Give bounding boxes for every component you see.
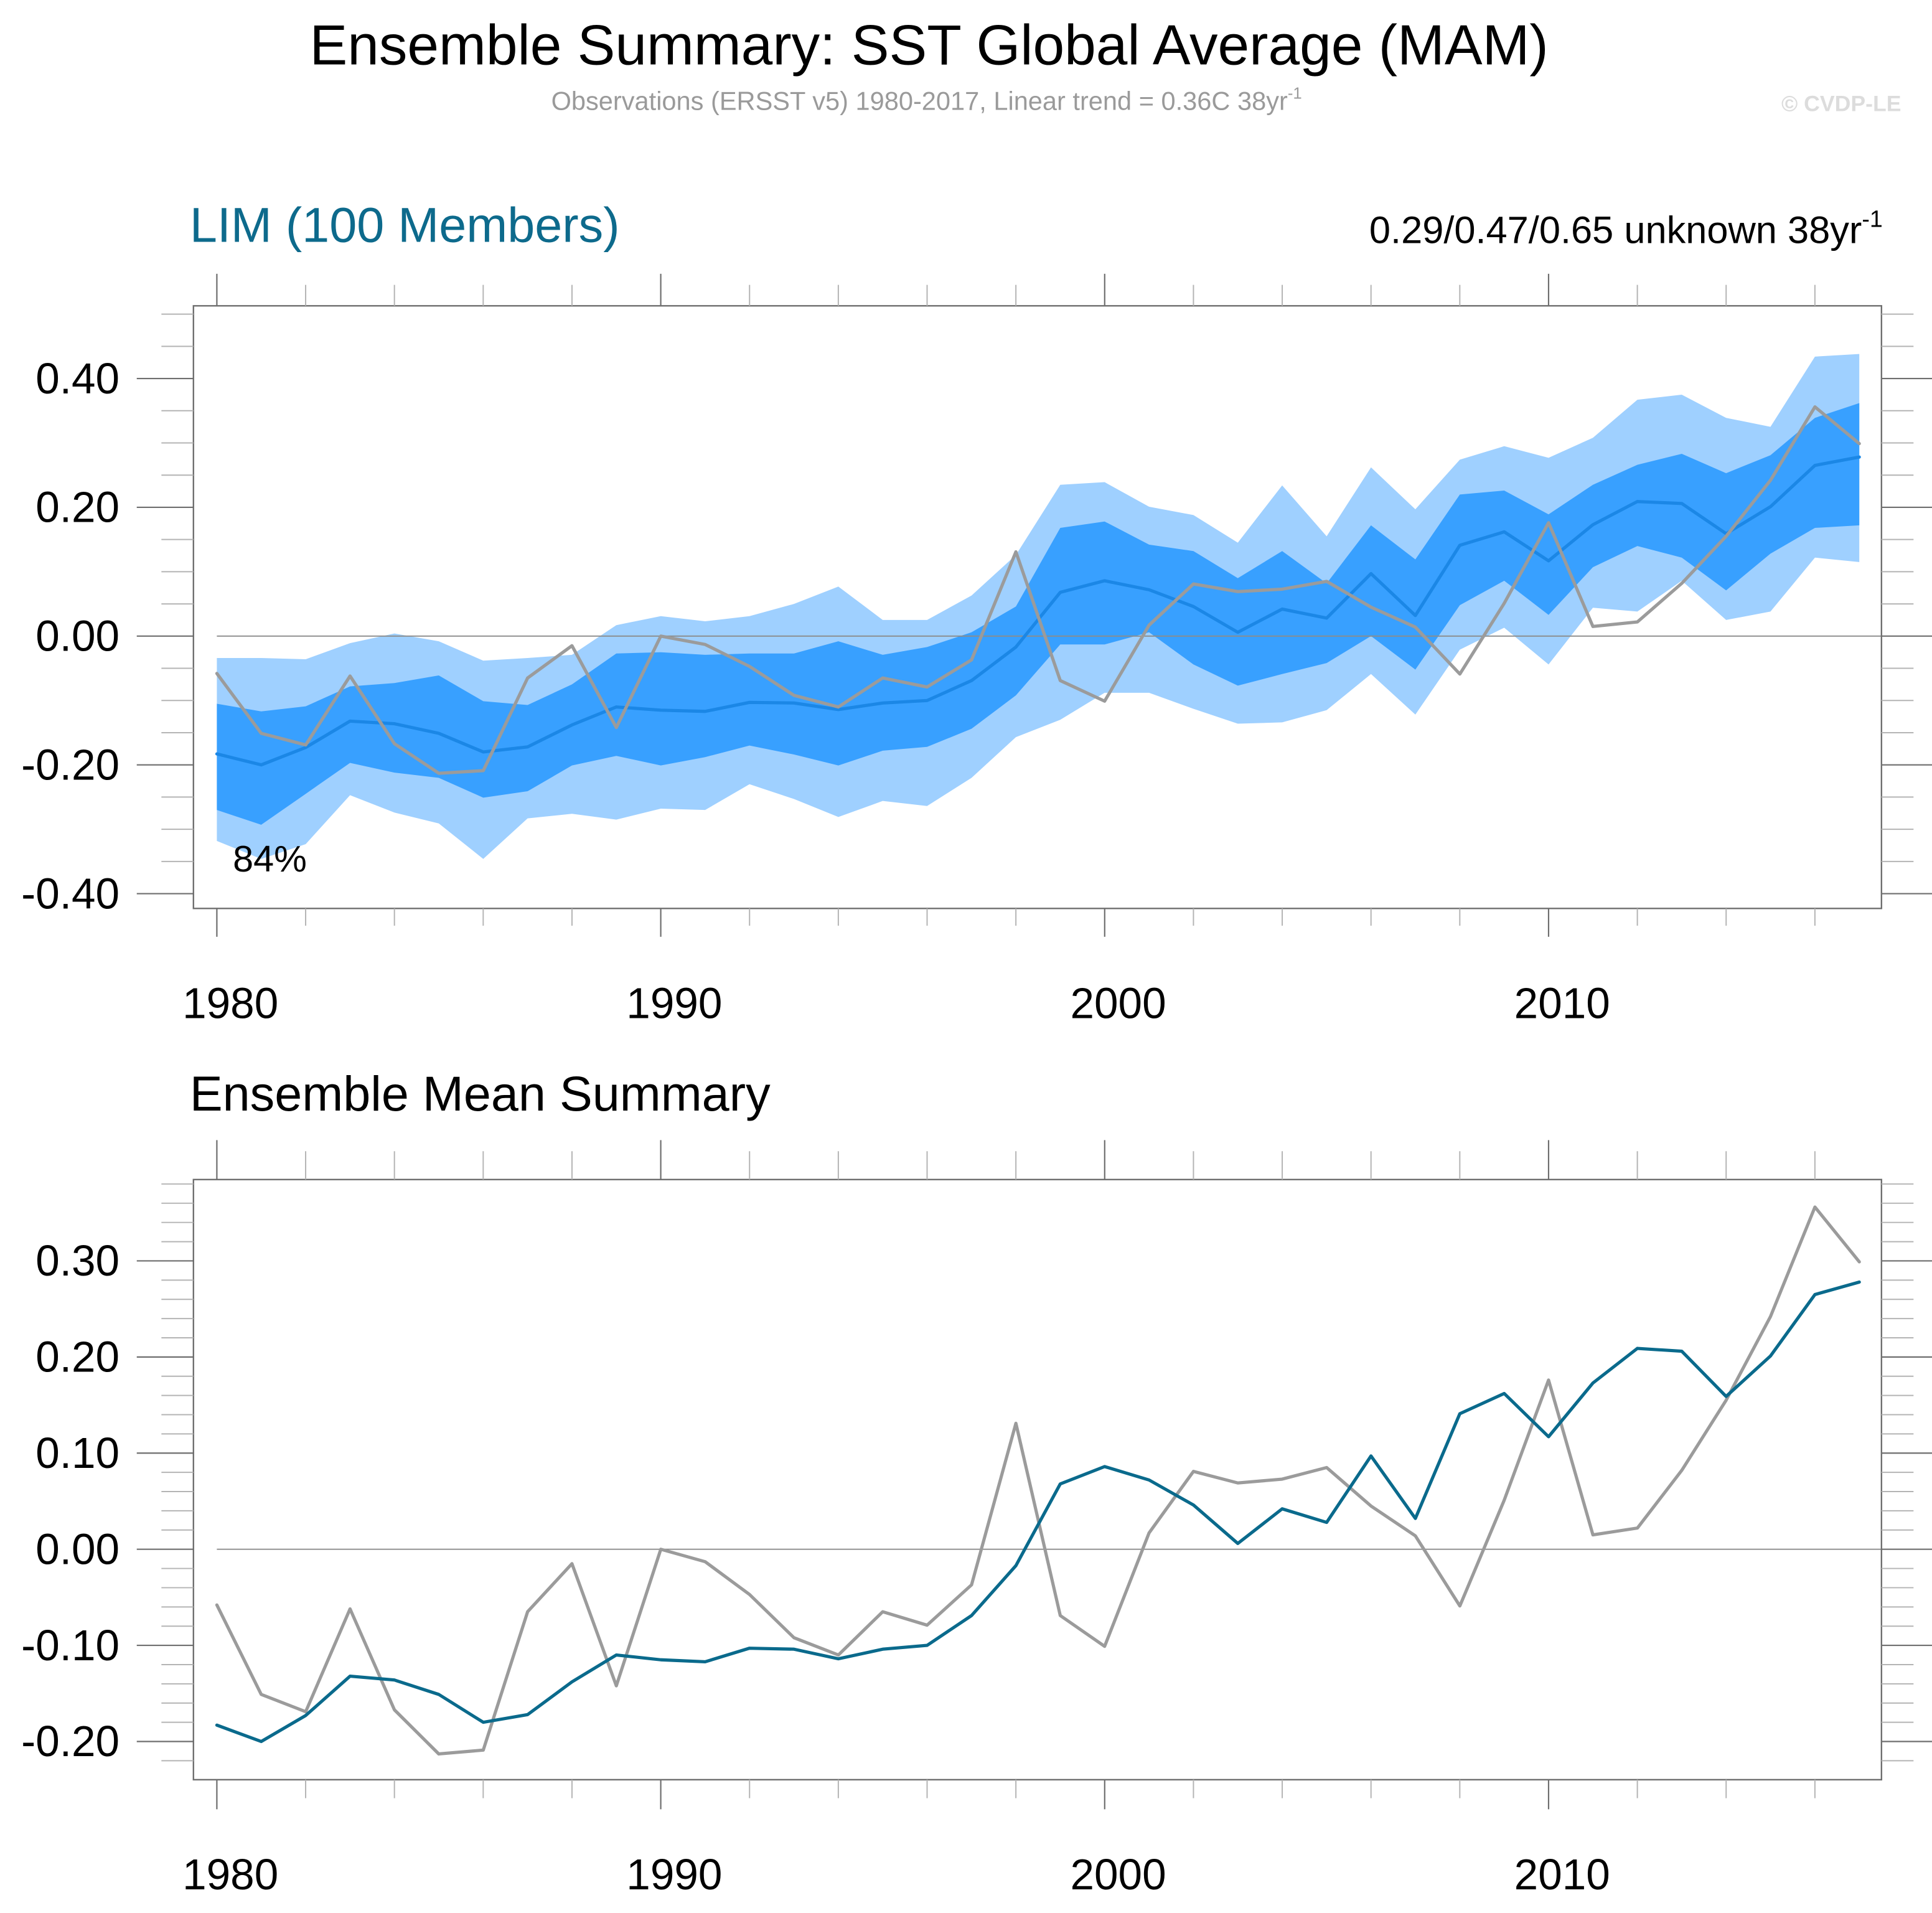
y-tick-label: 0.20 <box>35 483 120 532</box>
observations-line <box>215 1205 1861 1756</box>
bottom-plot-area: -0.20 -0.10 0.00 0.10 0.20 0.30 1980 1990 2000 20… <box>21 1140 1932 1899</box>
y-tick-label: -0.10 <box>21 1621 120 1670</box>
trend-statistics: 0.29/0.47/0.65 unknown 38yr-1 <box>1369 206 1883 252</box>
subtitle-superscript: -1 <box>1288 85 1302 103</box>
panel-title-ensemble-mean: Ensemble Mean Summary <box>190 1066 771 1121</box>
x-tick-label: 1990 <box>626 1850 722 1899</box>
figure-title: Ensemble Summary: SST Global Average (MA… <box>309 14 1548 77</box>
y-tick-label: 0.40 <box>35 354 120 403</box>
plot-frame <box>192 305 1883 909</box>
ensemble-mean-line <box>215 1280 1861 1744</box>
percent-annotation: 84% <box>233 838 307 880</box>
y-tick-label: 0.30 <box>35 1236 120 1285</box>
trend-statistics-superscript: -1 <box>1862 206 1882 232</box>
trend-statistics-text: 0.29/0.47/0.65 unknown 38yr <box>1369 209 1862 251</box>
ensemble-summary-panel: LIM (100 Members) 0.29/0.47/0.65 unknown… <box>21 197 1932 1027</box>
x-tick-label: 1980 <box>182 1850 278 1899</box>
subtitle-text: Observations (ERSST v5) 1980-2017, Linea… <box>551 87 1288 116</box>
x-tick-label: 2000 <box>1071 1850 1166 1899</box>
x-tick-label: 2000 <box>1071 979 1166 1027</box>
figure-subtitle: Observations (ERSST v5) 1980-2017, Linea… <box>551 85 1302 116</box>
x-tick-label: 2010 <box>1514 979 1610 1027</box>
x-tick-label: 2010 <box>1514 1850 1610 1899</box>
y-tick-label: 0.00 <box>35 612 120 660</box>
copyright-label: © CVDP-LE <box>1781 92 1902 116</box>
ensemble-mean-panel: Ensemble Mean Summary -0.20 -0.10 0.00 0.10… <box>21 1066 1932 1899</box>
y-tick-label: 0.00 <box>35 1525 120 1573</box>
y-tick-label: 0.20 <box>35 1333 120 1381</box>
y-tick-label: 0.10 <box>35 1429 120 1477</box>
y-tick-label: -0.20 <box>21 740 120 789</box>
x-tick-label: 1980 <box>182 979 278 1027</box>
y-tick-label: -0.40 <box>21 869 120 918</box>
x-tick-label: 1990 <box>626 979 722 1027</box>
panel-title-lim: LIM (100 Members) <box>190 197 620 252</box>
plot-frame <box>192 1178 1883 1781</box>
y-tick-label: -0.20 <box>21 1717 120 1765</box>
observations-line <box>215 405 1861 775</box>
top-plot-area: -0.40 -0.20 0.00 0.20 0.40 1980 1990 2000 2010 <box>21 273 1932 1027</box>
